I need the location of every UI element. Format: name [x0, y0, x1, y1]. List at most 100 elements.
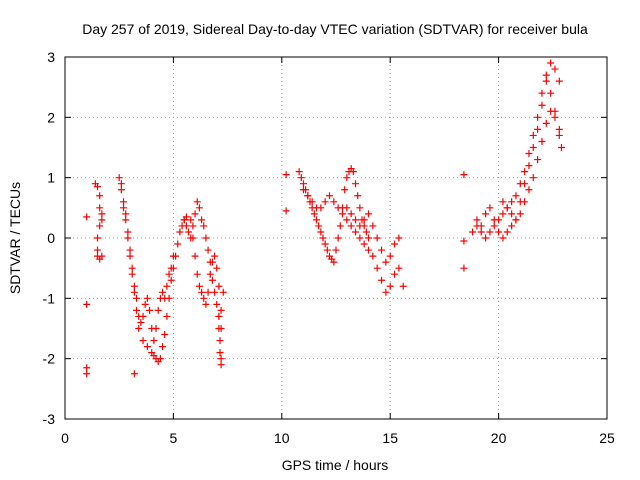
data-point	[83, 300, 91, 308]
data-point	[198, 288, 206, 296]
data-point	[349, 168, 357, 176]
data-point	[386, 282, 394, 290]
data-point	[378, 276, 386, 284]
data-point	[202, 234, 210, 242]
data-point	[325, 192, 333, 200]
data-point	[555, 125, 563, 133]
data-point	[120, 198, 128, 206]
data-point	[512, 192, 520, 200]
data-point	[128, 264, 136, 272]
data-point	[195, 204, 203, 212]
y-axis-label: SDTVAR / TECUs	[7, 182, 23, 294]
data-point	[354, 192, 362, 200]
data-point	[365, 234, 373, 242]
data-point	[339, 210, 347, 218]
data-point	[126, 252, 134, 260]
data-point	[167, 276, 175, 284]
data-point	[352, 216, 360, 224]
data-point	[382, 288, 390, 296]
data-point	[191, 252, 199, 260]
data-point	[525, 162, 533, 170]
x-tick-label: 15	[382, 430, 398, 446]
data-point	[94, 234, 102, 242]
data-point	[299, 186, 307, 194]
data-point	[167, 264, 175, 272]
data-point	[469, 228, 477, 236]
data-point	[130, 370, 138, 378]
data-point	[499, 198, 507, 206]
data-point	[460, 264, 468, 272]
data-point	[159, 288, 167, 296]
data-point	[176, 228, 184, 236]
data-point	[206, 270, 214, 278]
data-point	[356, 234, 364, 242]
data-point	[323, 246, 331, 254]
data-point	[341, 186, 349, 194]
data-point	[182, 222, 190, 230]
data-point	[508, 198, 516, 206]
data-point	[482, 234, 490, 242]
data-point	[352, 228, 360, 236]
data-point	[516, 210, 524, 218]
data-point	[126, 246, 134, 254]
data-point	[282, 207, 290, 215]
data-point	[343, 216, 351, 224]
data-point	[356, 204, 364, 212]
data-point	[213, 264, 221, 272]
data-point	[542, 71, 550, 79]
data-point	[521, 168, 529, 176]
data-point	[343, 204, 351, 212]
data-point	[133, 294, 141, 302]
data-point	[343, 174, 351, 182]
x-tick-label: 10	[274, 430, 290, 446]
data-point	[83, 370, 91, 378]
data-point	[141, 300, 149, 308]
x-tick-label: 0	[61, 430, 69, 446]
data-point	[347, 222, 355, 230]
grid	[65, 57, 607, 419]
data-point	[525, 186, 533, 194]
data-point	[503, 204, 511, 212]
data-point	[299, 180, 307, 188]
x-tick-label: 25	[599, 430, 615, 446]
data-point	[304, 192, 312, 200]
data-point	[159, 343, 167, 351]
data-point	[189, 222, 197, 230]
data-point	[525, 150, 533, 158]
data-point	[200, 222, 208, 230]
axis-ticks	[64, 56, 608, 420]
data-point	[282, 171, 290, 179]
data-point	[490, 222, 498, 230]
data-point	[143, 294, 151, 302]
data-point	[542, 119, 550, 127]
data-point	[117, 186, 125, 194]
data-point	[98, 216, 106, 224]
data-point	[347, 210, 355, 218]
data-point	[317, 204, 325, 212]
data-points	[83, 59, 565, 378]
data-point	[521, 198, 529, 206]
data-point	[534, 156, 542, 164]
y-tick-label: -2	[43, 351, 56, 367]
data-point	[154, 306, 162, 314]
data-point	[477, 222, 485, 230]
data-point	[538, 137, 546, 145]
data-point	[193, 270, 201, 278]
data-point	[297, 174, 305, 182]
data-point	[128, 270, 136, 278]
data-point	[460, 237, 468, 245]
data-point	[94, 183, 102, 191]
data-point	[551, 113, 559, 121]
data-point	[360, 216, 368, 224]
data-point	[319, 234, 327, 242]
data-point	[202, 300, 210, 308]
data-point	[143, 343, 151, 351]
data-point	[391, 270, 399, 278]
data-point	[495, 228, 503, 236]
data-point	[336, 222, 344, 230]
data-point	[486, 228, 494, 236]
series-isolated	[83, 171, 468, 378]
data-point	[139, 337, 147, 345]
data-point	[321, 240, 329, 248]
data-point	[161, 331, 169, 339]
